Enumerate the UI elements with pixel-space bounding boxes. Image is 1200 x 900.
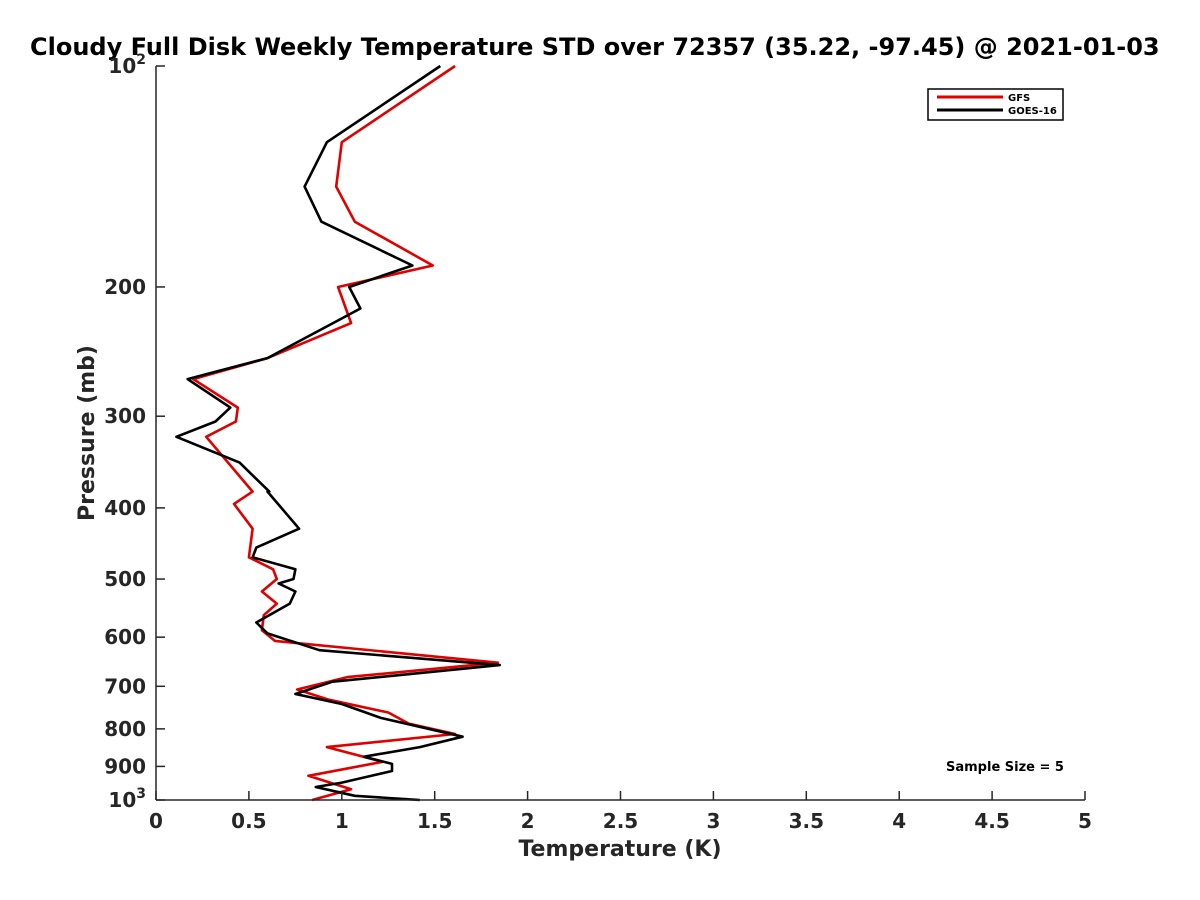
x-tick-label: 0.5 bbox=[231, 809, 266, 833]
y-axis-label: Pressure (mb) bbox=[75, 345, 100, 521]
x-tick-label: 4 bbox=[892, 809, 906, 833]
y-tick-label: 300 bbox=[104, 404, 146, 428]
y-axis: 102 200 300 400 500 600 700 800 900 103 bbox=[104, 52, 165, 812]
x-tick-label: 4.5 bbox=[974, 809, 1009, 833]
legend: GFS GOES-16 bbox=[927, 88, 1064, 121]
y-tick-label: 103 bbox=[108, 786, 146, 812]
legend-label-gfs: GFS bbox=[1008, 93, 1030, 104]
y-tick-label: 500 bbox=[104, 567, 146, 591]
x-tick-label: 2 bbox=[521, 809, 535, 833]
y-tick-label: 400 bbox=[104, 496, 146, 520]
chart-title: Cloudy Full Disk Weekly Temperature STD … bbox=[30, 33, 1160, 61]
legend-label-goes-16: GOES-16 bbox=[1008, 106, 1057, 117]
y-tick-label: 800 bbox=[104, 717, 146, 741]
y-tick-label: 700 bbox=[104, 674, 146, 698]
x-tick-label: 1 bbox=[335, 809, 349, 833]
x-tick-label: 2.5 bbox=[603, 809, 638, 833]
y-tick-label: 900 bbox=[104, 754, 146, 778]
x-tick-label: 5 bbox=[1078, 809, 1092, 833]
y-tick-label: 200 bbox=[104, 275, 146, 299]
y-tick-label: 600 bbox=[104, 625, 146, 649]
x-tick-label: 3.5 bbox=[789, 809, 824, 833]
x-axis-label: Temperature (K) bbox=[518, 837, 721, 862]
plot-area bbox=[175, 64, 502, 802]
y-tick-label: 102 bbox=[108, 52, 146, 78]
series-line-goes-16 bbox=[175, 64, 502, 802]
x-tick-label: 3 bbox=[706, 809, 720, 833]
x-axis: 0 0.5 1 1.5 2 2.5 3 3.5 4 4.5 5 bbox=[149, 791, 1092, 833]
legend-box bbox=[927, 88, 1064, 121]
x-tick-label: 0 bbox=[149, 809, 163, 833]
sample-size-annotation: Sample Size = 5 bbox=[946, 760, 1064, 775]
x-tick-label: 1.5 bbox=[417, 809, 452, 833]
series-line-gfs bbox=[191, 64, 500, 802]
